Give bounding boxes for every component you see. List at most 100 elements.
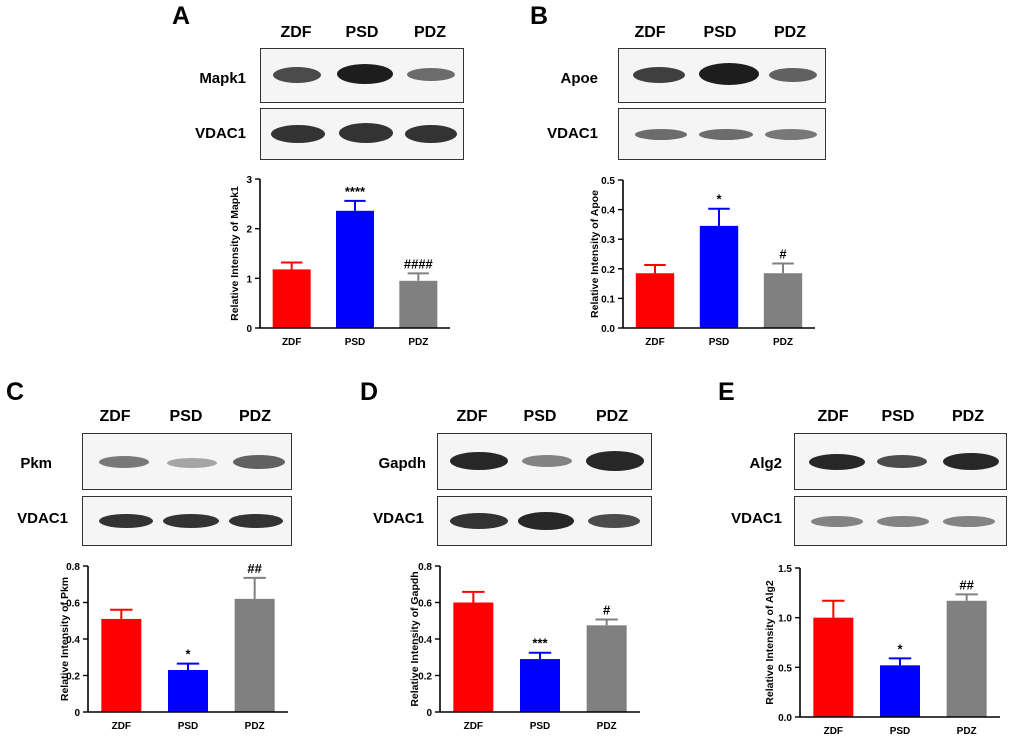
y-tick-label: 0.5	[601, 176, 615, 187]
band	[271, 125, 325, 143]
panel-c-blot-target	[82, 433, 292, 490]
panel-e-letter: E	[718, 378, 735, 406]
panel-a-blot-label-vdac1: VDAC1	[195, 125, 246, 142]
panel-e-lane-zdf: ZDF	[817, 408, 849, 425]
y-tick-label: 0.6	[418, 599, 432, 610]
x-tick-label: PSD	[709, 337, 730, 348]
panel-e-blot-label-target: Alg2	[749, 455, 782, 472]
y-tick-label: 0	[426, 708, 432, 719]
panel-d-lane-psd: PSD	[523, 408, 557, 425]
panel-c-chart: ZDF * PSD ## PDZ 0 0.2 0.4 0.6 0.8 Relative Intens…	[59, 561, 288, 732]
panel-b-lane-zdf: ZDF	[634, 24, 666, 41]
bar-psd	[336, 210, 374, 328]
panel-c-blot-label-target: Pkm	[20, 455, 52, 472]
panel-b-blot-label-target: Apoe	[560, 70, 599, 87]
x-tick-label: PDZ	[773, 337, 793, 348]
band	[522, 455, 572, 467]
panel-b-lane-pdz: PDZ	[774, 24, 806, 41]
panel-a-lane-zdf: ZDF	[280, 24, 312, 41]
y-tick-label: 1.0	[778, 614, 792, 625]
bar-pdz	[399, 280, 438, 328]
y-tick-label: 0	[246, 324, 252, 335]
panel-b-blot-target	[618, 48, 826, 103]
significance-marker: ****	[345, 184, 366, 199]
y-tick-label: 0.4	[66, 635, 80, 646]
panel-c-lane-zdf: ZDF	[99, 408, 131, 425]
band	[943, 453, 999, 470]
x-tick-label: PSD	[890, 726, 911, 737]
y-tick-label: 0.0	[601, 324, 615, 335]
y-tick-label: 0.8	[66, 562, 80, 573]
panel-b-lane-psd: PSD	[703, 24, 737, 41]
panel-b-letter: B	[530, 2, 549, 30]
bar-psd	[880, 665, 920, 717]
y-tick-label: 1	[246, 274, 252, 285]
y-tick-label: 0.2	[418, 672, 432, 683]
band	[407, 68, 455, 81]
bar-pdz	[234, 598, 275, 712]
bar-zdf	[272, 269, 311, 328]
y-tick-label: 0.6	[66, 599, 80, 610]
y-tick-label: 0.2	[66, 672, 80, 683]
band	[167, 458, 217, 468]
band	[163, 514, 219, 528]
y-tick-label: 0.5	[778, 663, 792, 674]
bar-psd	[168, 670, 208, 712]
panel-e-lane-pdz: PDZ	[952, 408, 984, 425]
panel-c-lane-psd: PSD	[169, 408, 203, 425]
band	[339, 123, 393, 143]
panel-a-letter: A	[172, 2, 191, 30]
significance-marker: *	[897, 641, 903, 656]
bar-pdz	[763, 273, 803, 328]
x-tick-label: PDZ	[597, 721, 617, 732]
panel-e-blot-target	[794, 433, 1007, 490]
panel-d-blot-label-vdac1: VDAC1	[373, 510, 424, 527]
x-tick-label: ZDF	[112, 721, 131, 732]
y-axis-label: Relative Intensity of Pkm	[59, 577, 71, 701]
bar-psd	[520, 659, 560, 712]
y-tick-label: 1.5	[778, 564, 792, 575]
panel-d-blot-vdac1	[437, 496, 652, 546]
significance-marker: ##	[247, 561, 262, 576]
bar-psd	[699, 225, 739, 328]
y-tick-label: 0.4	[418, 635, 432, 646]
x-tick-label: PDZ	[245, 721, 265, 732]
band	[588, 514, 640, 528]
significance-marker: *	[185, 647, 191, 662]
significance-marker: #	[603, 602, 611, 617]
bar-zdf	[101, 618, 142, 712]
x-tick-label: PDZ	[408, 337, 428, 348]
x-tick-label: ZDF	[824, 726, 843, 737]
bar-pdz	[586, 625, 627, 712]
x-tick-label: PSD	[345, 337, 366, 348]
panel-c-blot-vdac1	[82, 496, 292, 546]
panel-b-blot-label-vdac1: VDAC1	[547, 125, 598, 142]
band	[337, 64, 393, 84]
bar-zdf	[635, 273, 675, 328]
y-tick-label: 2	[246, 225, 252, 236]
x-tick-label: PDZ	[957, 726, 977, 737]
band	[586, 451, 644, 471]
band	[877, 455, 927, 468]
y-tick-label: 3	[246, 175, 252, 186]
band	[450, 513, 508, 529]
panel-e-lane-psd: PSD	[881, 408, 915, 425]
band	[450, 452, 508, 470]
significance-marker: #	[779, 246, 787, 261]
panel-a-chart: ZDF **** PSD #### PDZ 0 1 2 3 Relative Intensity …	[229, 175, 450, 348]
y-tick-label: 0.0	[778, 713, 792, 724]
y-tick-label: 0	[74, 708, 80, 719]
panel-b-blot-vdac1	[618, 108, 826, 160]
panel-a-lane-pdz: PDZ	[414, 24, 446, 41]
panel-d-lane-zdf: ZDF	[456, 408, 488, 425]
y-axis-label: Relative Intensity of Alg2	[764, 580, 776, 705]
panel-d-blot-target	[437, 433, 652, 490]
band	[811, 516, 863, 527]
band	[765, 129, 817, 140]
significance-marker: ##	[959, 577, 974, 592]
band	[699, 63, 759, 85]
band	[273, 67, 321, 83]
